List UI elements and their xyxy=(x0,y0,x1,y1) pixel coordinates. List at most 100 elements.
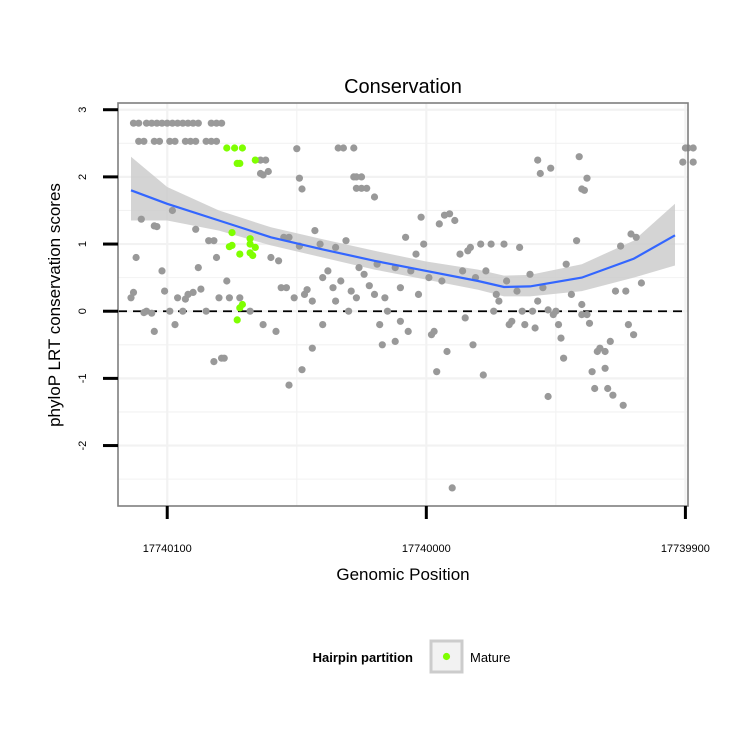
data-point xyxy=(601,347,609,356)
data-point-mature xyxy=(251,243,259,251)
data-point xyxy=(290,294,298,302)
data-point xyxy=(451,216,459,225)
data-point xyxy=(617,242,625,250)
x-tick-label: 17740100 xyxy=(143,543,192,555)
y-tick-label: 2 xyxy=(77,174,89,180)
data-point xyxy=(163,119,171,127)
data-point xyxy=(259,321,267,329)
data-point-mature xyxy=(251,156,259,164)
y-tick-label: 3 xyxy=(77,107,89,113)
data-point xyxy=(376,321,384,329)
data-point xyxy=(627,230,635,238)
data-point xyxy=(438,277,446,285)
data-point xyxy=(202,307,210,315)
data-point xyxy=(495,297,503,305)
data-point xyxy=(184,119,192,127)
data-point xyxy=(679,158,687,166)
data-point xyxy=(285,381,293,389)
data-point xyxy=(192,225,200,233)
data-point xyxy=(298,185,306,193)
data-point xyxy=(370,290,379,298)
data-point xyxy=(186,137,195,145)
data-point xyxy=(567,290,576,298)
panel-background xyxy=(118,103,688,506)
data-point xyxy=(171,321,179,329)
data-point xyxy=(552,307,560,315)
data-point xyxy=(554,321,563,329)
data-point-mature xyxy=(231,144,239,152)
data-point xyxy=(557,334,565,342)
data-point xyxy=(140,137,148,145)
data-point xyxy=(168,206,176,215)
data-point xyxy=(223,277,231,285)
data-point xyxy=(150,137,158,145)
data-point xyxy=(560,354,568,362)
data-point xyxy=(469,341,477,349)
smooth-trend-line xyxy=(130,189,676,289)
y-tick-label: 0 xyxy=(77,308,89,314)
data-point xyxy=(259,171,267,179)
data-point xyxy=(503,277,511,285)
data-point xyxy=(127,294,135,302)
points-gray xyxy=(127,119,697,492)
data-point xyxy=(319,321,327,329)
data-point xyxy=(334,144,342,152)
data-point xyxy=(311,227,319,235)
data-point xyxy=(352,173,360,181)
data-point xyxy=(319,274,327,282)
data-point xyxy=(337,277,345,285)
data-point xyxy=(189,119,197,127)
data-point xyxy=(518,307,526,315)
data-point xyxy=(689,158,697,166)
data-point xyxy=(689,144,697,152)
data-point xyxy=(456,250,464,258)
data-point xyxy=(477,240,485,248)
data-point xyxy=(528,307,537,315)
x-tick-label: 17739900 xyxy=(661,543,710,555)
data-point xyxy=(308,297,316,305)
data-point xyxy=(412,250,420,258)
data-point xyxy=(490,307,498,315)
x-tick-label: 17740000 xyxy=(402,543,451,555)
data-point xyxy=(256,156,265,164)
data-point xyxy=(578,311,586,319)
y-axis: 3 2 1 0 -1 -2 xyxy=(77,107,118,450)
legend-title: Hairpin partition xyxy=(313,650,413,665)
data-point xyxy=(505,321,513,329)
data-point xyxy=(308,344,316,352)
data-point xyxy=(357,173,366,181)
data-point xyxy=(153,223,161,231)
plot-panel xyxy=(117,102,697,507)
data-point xyxy=(578,300,586,309)
data-point xyxy=(352,184,360,192)
data-point xyxy=(246,307,254,315)
data-point xyxy=(443,347,451,356)
data-point xyxy=(210,237,218,245)
data-point xyxy=(158,267,166,275)
data-point xyxy=(370,193,379,201)
data-point xyxy=(365,282,373,290)
data-point xyxy=(593,347,601,356)
data-point xyxy=(207,119,215,127)
data-point xyxy=(383,307,392,315)
data-point xyxy=(624,321,633,329)
data-point xyxy=(446,210,454,218)
data-point xyxy=(218,119,226,127)
data-point xyxy=(166,137,174,145)
data-point xyxy=(329,284,337,292)
data-point xyxy=(212,253,221,262)
data-point xyxy=(433,368,441,376)
data-point-mature xyxy=(233,316,241,324)
data-point xyxy=(153,119,161,127)
data-point xyxy=(272,327,280,335)
data-point-mature xyxy=(228,229,236,237)
data-point xyxy=(492,290,500,298)
legend: Hairpin partition Mature xyxy=(313,639,510,674)
data-point xyxy=(448,484,456,492)
data-point xyxy=(534,297,542,305)
data-point xyxy=(135,137,143,145)
data-point-mature xyxy=(225,243,233,251)
data-point xyxy=(158,119,166,127)
data-point-mature xyxy=(223,144,231,152)
